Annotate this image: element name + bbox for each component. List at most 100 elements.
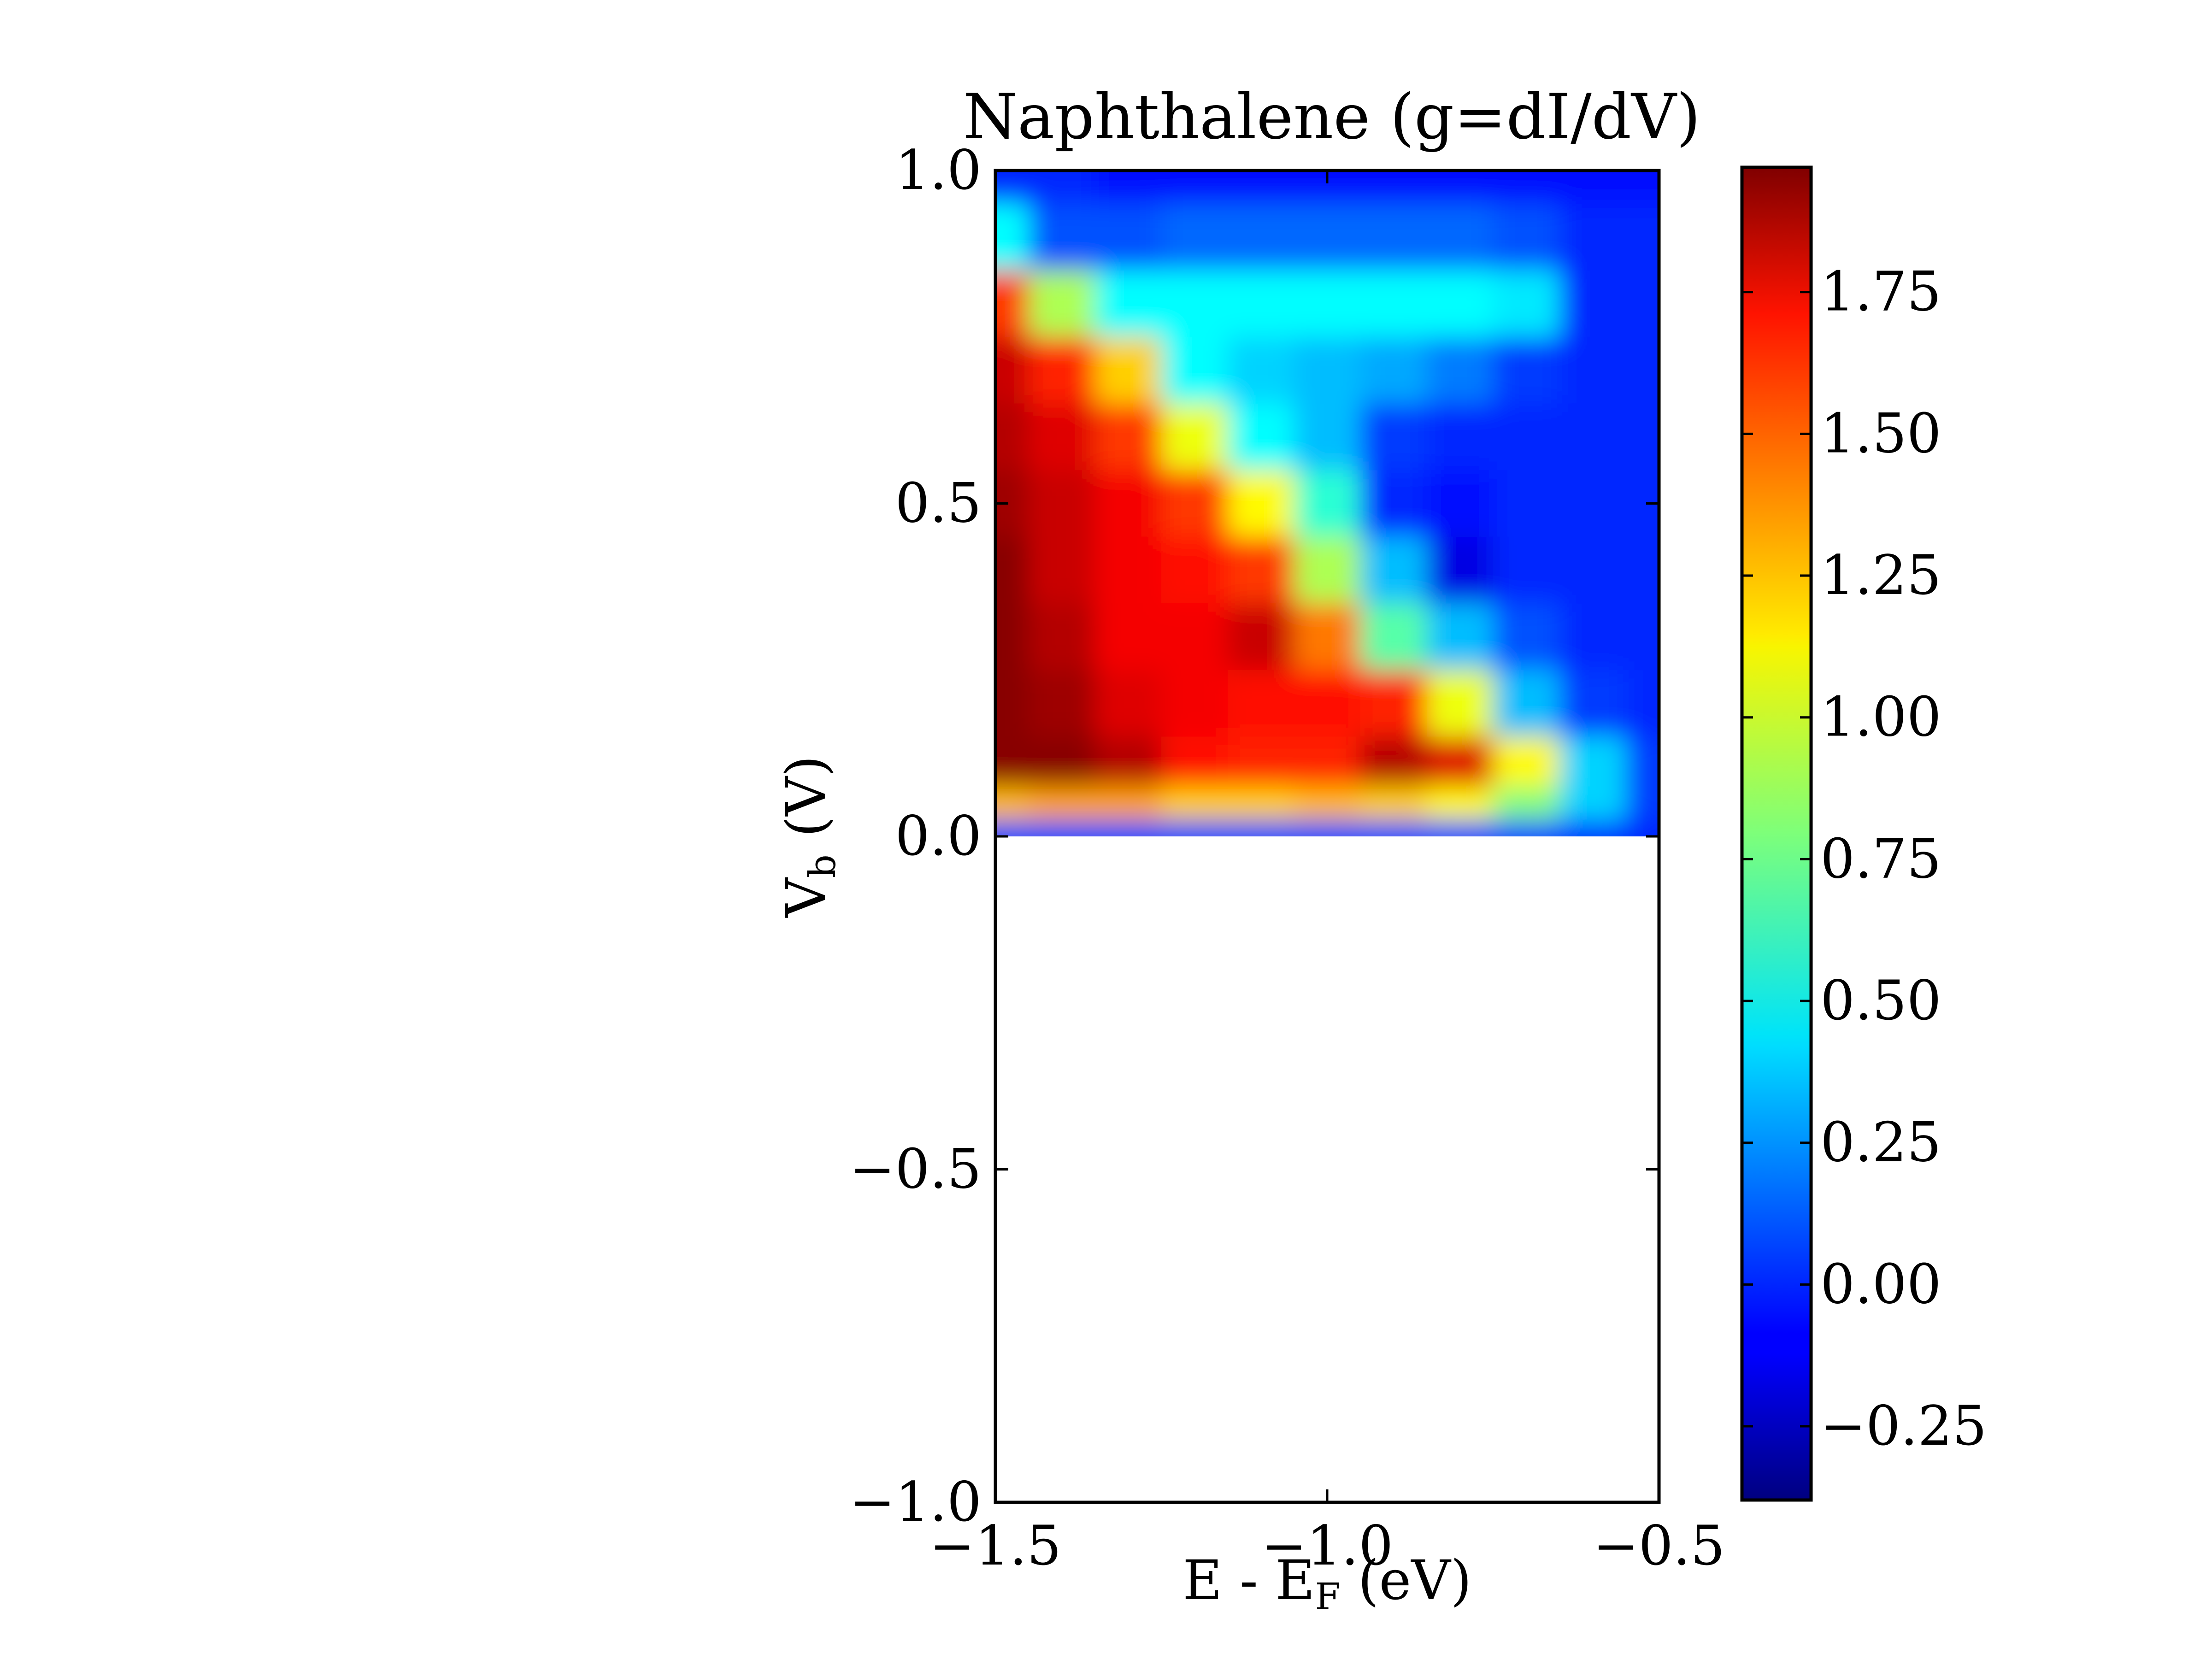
y-tick-label: 0.5 [895,471,982,535]
heatmap-cell [1427,536,1494,604]
heatmap-cell [1493,819,1560,836]
heatmap-cell [1161,786,1228,820]
heatmap-cell [1626,403,1659,471]
colorbar-tick-label: 0.50 [1820,969,1941,1032]
heatmap-cell [1095,736,1162,787]
heatmap-cell [1029,736,1095,787]
heatmap-cell [1427,670,1494,737]
heatmap-cell [1493,786,1560,820]
heatmap-cell [1360,337,1427,404]
heatmap-cell [1559,270,1626,338]
heatmap-cell [1360,819,1427,836]
heatmap-cell [1095,670,1162,737]
heatmap-cell [1228,819,1294,836]
x-axis-label: E - EF (eV) [1182,1548,1471,1618]
y-tick-label: −0.5 [849,1137,982,1201]
heatmap-cell [1427,736,1494,787]
heatmap-cell [1559,819,1626,836]
heatmap-cell [1228,670,1294,737]
heatmap-cell [1228,204,1294,271]
colorbar [1740,165,1813,1502]
heatmap-cell [1360,470,1427,537]
heatmap-surface [995,171,1659,836]
colorbar-tick-label: 0.00 [1820,1252,1941,1316]
heatmap-cell [1294,270,1361,338]
heatmap-cell [1559,337,1626,404]
colorbar-tick-label: 1.00 [1820,685,1941,749]
heatmap-cell [1493,270,1560,338]
y-tick-label: −1.0 [849,1470,982,1534]
heatmap-cell [1493,470,1560,537]
heatmap-cell [1095,403,1162,471]
heatmap-cell [1360,603,1427,671]
heatmap-cell [1095,603,1162,671]
colorbar-tick-label: 1.75 [1820,260,1941,324]
heatmap-cell [1228,786,1294,820]
heatmap-cell [1493,204,1560,271]
heatmap-cell [1626,736,1659,787]
heatmap-cell [1360,171,1427,205]
heatmap-cell [1095,536,1162,604]
heatmap-cell [1360,270,1427,338]
heatmap-cell [1161,819,1228,836]
heatmap-cell [1559,670,1626,737]
heatmap-cell [1559,470,1626,537]
heatmap-cell [1228,171,1294,205]
heatmap-cell [1427,819,1494,836]
heatmap-cell [995,819,1029,836]
heatmap-cell [1626,819,1659,836]
heatmap-cell [995,603,1029,671]
heatmap-cell [1294,204,1361,271]
heatmap-cell [1493,603,1560,671]
colorbar-tick-label: 1.25 [1820,543,1941,607]
heatmap-cell [1360,536,1427,604]
heatmap-cell [1029,536,1095,604]
heatmap-cell [1559,403,1626,471]
heatmap-cell [1427,337,1494,404]
colorbar-ticks: 1.75 1.50 1.25 1.00 0.75 0.50 0.25 0.00 −0.25 [1742,260,1987,1458]
heatmap-cell [1029,786,1095,820]
heatmap-cell [1228,337,1294,404]
heatmap-cell [1161,470,1228,537]
heatmap-cell [1493,536,1560,604]
heatmap-cell [1029,603,1095,671]
heatmap-cell [1228,736,1294,787]
heatmap-cell [1095,786,1162,820]
heatmap-cell [1161,603,1228,671]
heatmap-cell [1161,270,1228,338]
heatmap-cell [1360,204,1427,271]
heatmap-cell [1626,337,1659,404]
heatmap-cell [1427,204,1494,271]
heatmap-cell [1559,786,1626,820]
heatmap-cell [1294,670,1361,737]
heatmap-cell [1161,670,1228,737]
heatmap-cell [1095,470,1162,537]
heatmap-cell [1294,786,1361,820]
heatmap-cell [995,337,1029,404]
heatmap-cell [995,786,1029,820]
heatmap-cell [1161,171,1228,205]
heatmap-cell [1161,536,1228,604]
heatmap-cell [1095,204,1162,271]
heatmap-cell [1294,536,1361,604]
y-tick-label: 0.0 [895,804,982,868]
heatmap-cell [1559,171,1626,205]
heatmap-cell [995,204,1029,271]
y-axis-ticks: 1.0 0.5 0.0 −0.5 −1.0 [849,138,1659,1534]
heatmap-cell [1228,536,1294,604]
heatmap-cell [1360,786,1427,820]
heatmap-cell [1427,786,1494,820]
heatmap-cell [1294,403,1361,471]
heatmap-cell [1427,171,1494,205]
y-axis-label: Vb (V) [774,755,844,918]
heatmap-cell [1493,337,1560,404]
heatmap-cell [1493,736,1560,787]
heatmap-cell [1029,470,1095,537]
heatmap-cell [1294,337,1361,404]
heatmap-cell [1360,670,1427,737]
heatmap-cell [1294,603,1361,671]
colorbar-tick-label: 0.75 [1820,827,1941,890]
heatmap-cell [1493,403,1560,471]
heatmap-cell [1029,204,1095,271]
heatmap-cell [1427,603,1494,671]
